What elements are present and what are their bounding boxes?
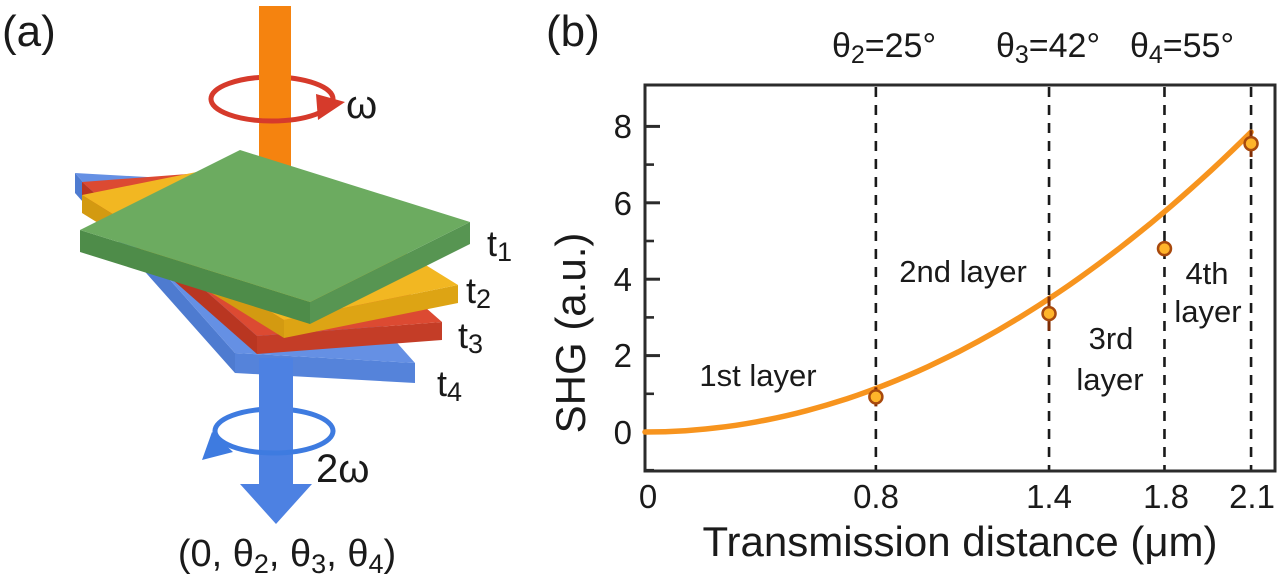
thickness-label-t3: t3 <box>458 315 483 359</box>
layer2-slab-front-face <box>284 285 458 338</box>
panel-a: (a) ω t1 t2 <box>2 6 512 576</box>
region-label-3rd-layer-line2: layer <box>1076 362 1143 397</box>
y-tick-label: 0 <box>614 414 632 451</box>
theta2-annotation: θ2=25° <box>832 27 936 69</box>
thickness-label-t4: t4 <box>437 363 462 407</box>
layer1-slab-left-face <box>80 230 310 324</box>
chart-geometry <box>642 87 1259 472</box>
data-point <box>1243 135 1259 152</box>
x-tick-label: 0.8 <box>853 478 899 515</box>
region-label-4th-layer-line1: 4th <box>1185 256 1228 291</box>
layer1-slab-top-face <box>80 150 470 302</box>
shg-arrow-icon <box>240 358 312 524</box>
region-label-4th-layer-line2: layer <box>1174 294 1241 329</box>
data-point <box>1041 305 1057 322</box>
thickness-label-t1: t1 <box>487 223 512 267</box>
y-tick-label: 6 <box>614 185 632 222</box>
panel-b: (b) θ2=25° θ3=42° θ4=55° 0 2 4 6 8 0 0.8… <box>546 7 1277 565</box>
pump-arrow-icon <box>231 6 318 222</box>
two-omega-label: 2ω <box>316 447 369 491</box>
theta3-annotation: θ3=42° <box>996 27 1100 69</box>
x-tick-label: 1.4 <box>1026 478 1072 515</box>
theta4-annotation: θ4=55° <box>1130 27 1234 69</box>
y-tick-label: 4 <box>614 261 632 298</box>
data-point <box>1156 240 1173 257</box>
layer1-slab-front-face <box>310 222 470 324</box>
layer3-slab-front-face <box>257 322 442 354</box>
x-tick-label: 0 <box>639 478 657 515</box>
region-label-3rd-layer-line1: 3rd <box>1089 321 1134 356</box>
data-point <box>868 389 884 405</box>
shg-rotation-arrowhead-icon <box>202 432 233 460</box>
plot-frame <box>643 83 1277 473</box>
layer-stack <box>75 150 470 383</box>
panel-b-label: (b) <box>546 7 600 56</box>
region-label-2nd-layer: 2nd layer <box>899 254 1027 289</box>
y-axis-title: SHG (a.u.) <box>547 233 594 434</box>
omega-label: ω <box>346 83 377 127</box>
y-tick-label: 2 <box>614 337 632 374</box>
thickness-label-t2: t2 <box>466 270 491 314</box>
y-tick-label: 8 <box>614 108 632 145</box>
x-tick-label: 2.1 <box>1229 478 1275 515</box>
region-label-1st-layer: 1st layer <box>699 358 816 393</box>
panel-a-label: (a) <box>2 7 56 56</box>
pump-rotation-arrowhead-icon <box>316 94 345 120</box>
twist-angle-formula: (0, θ2, θ3, θ4) <box>178 533 396 576</box>
x-axis-title: Transmission distance (μm) <box>702 518 1217 565</box>
fit-curve <box>642 129 1254 435</box>
x-tick-label: 1.8 <box>1143 478 1189 515</box>
